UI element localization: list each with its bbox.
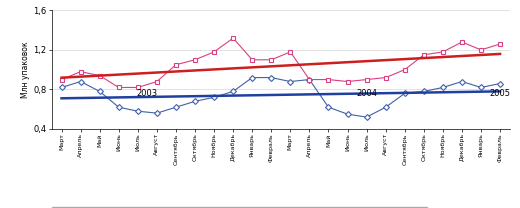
Text: 2004: 2004	[356, 89, 377, 98]
Legend: Компания 1, Компания 2, Тренд (Компания 1), Тренд (Компания 2): Компания 1, Компания 2, Тренд (Компания …	[51, 207, 427, 208]
Text: 2003: 2003	[137, 89, 158, 98]
Text: 2005: 2005	[489, 89, 511, 98]
Y-axis label: Млн упаковок: Млн упаковок	[21, 41, 30, 98]
